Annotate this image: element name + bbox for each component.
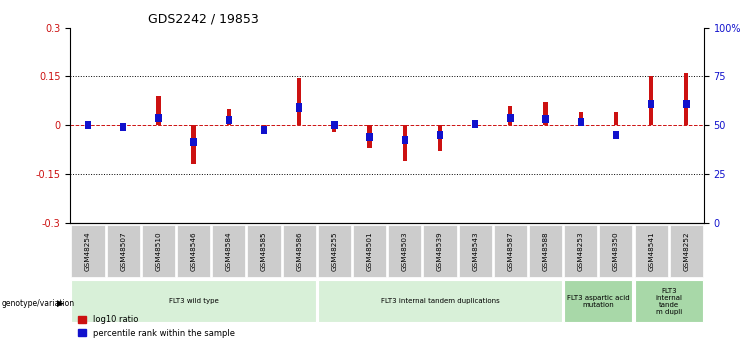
- Bar: [472, 120, 479, 128]
- Bar: [648, 100, 654, 108]
- Bar: [297, 78, 302, 125]
- FancyBboxPatch shape: [634, 225, 668, 277]
- Text: FLT3 aspartic acid
mutation: FLT3 aspartic acid mutation: [567, 295, 630, 307]
- Text: FLT3
internal
tande
m dupli: FLT3 internal tande m dupli: [655, 287, 682, 315]
- Text: GSM48254: GSM48254: [85, 231, 91, 271]
- Text: GSM48350: GSM48350: [613, 231, 619, 271]
- Text: GSM48586: GSM48586: [296, 231, 302, 271]
- Bar: [368, 125, 372, 148]
- Text: ▶: ▶: [57, 299, 64, 308]
- Bar: [579, 112, 583, 125]
- Text: GSM48252: GSM48252: [683, 231, 689, 271]
- Bar: [332, 125, 336, 131]
- Bar: [507, 114, 514, 122]
- Text: GSM48585: GSM48585: [261, 231, 267, 271]
- Bar: [649, 76, 654, 125]
- Bar: [191, 125, 196, 164]
- FancyBboxPatch shape: [177, 225, 210, 277]
- Bar: [86, 122, 90, 125]
- Bar: [614, 112, 618, 125]
- FancyBboxPatch shape: [142, 225, 175, 277]
- Bar: [120, 123, 127, 131]
- FancyBboxPatch shape: [71, 280, 316, 322]
- Bar: [84, 121, 91, 129]
- FancyBboxPatch shape: [247, 225, 281, 277]
- Bar: [683, 100, 690, 108]
- Text: GSM48541: GSM48541: [648, 231, 654, 271]
- Bar: [402, 136, 408, 144]
- Bar: [156, 96, 161, 125]
- Text: GSM48587: GSM48587: [508, 231, 514, 271]
- Legend: log10 ratio, percentile rank within the sample: log10 ratio, percentile rank within the …: [75, 312, 238, 341]
- Text: GSM48584: GSM48584: [226, 231, 232, 271]
- Text: GSM48539: GSM48539: [437, 231, 443, 271]
- Text: GSM48501: GSM48501: [367, 231, 373, 271]
- FancyBboxPatch shape: [282, 225, 316, 277]
- Bar: [331, 121, 338, 129]
- Bar: [227, 109, 231, 125]
- Bar: [438, 125, 442, 151]
- FancyBboxPatch shape: [459, 225, 492, 277]
- Text: GSM48588: GSM48588: [542, 231, 548, 271]
- Text: GSM48503: GSM48503: [402, 231, 408, 271]
- FancyBboxPatch shape: [529, 225, 562, 277]
- Bar: [684, 73, 688, 125]
- FancyBboxPatch shape: [564, 225, 597, 277]
- FancyBboxPatch shape: [564, 280, 633, 322]
- FancyBboxPatch shape: [494, 225, 527, 277]
- Bar: [436, 131, 443, 139]
- FancyBboxPatch shape: [71, 225, 104, 277]
- FancyBboxPatch shape: [423, 225, 456, 277]
- Bar: [121, 125, 125, 128]
- Text: GSM48543: GSM48543: [472, 231, 478, 271]
- Text: genotype/variation: genotype/variation: [1, 299, 75, 308]
- Bar: [402, 125, 407, 161]
- FancyBboxPatch shape: [599, 225, 633, 277]
- FancyBboxPatch shape: [388, 225, 422, 277]
- Bar: [543, 102, 548, 125]
- Bar: [508, 106, 513, 125]
- FancyBboxPatch shape: [634, 280, 703, 322]
- Text: GSM48255: GSM48255: [331, 231, 337, 271]
- FancyBboxPatch shape: [212, 225, 245, 277]
- Text: GSM48507: GSM48507: [120, 231, 126, 271]
- Text: GDS2242 / 19853: GDS2242 / 19853: [148, 12, 259, 25]
- Text: GSM48546: GSM48546: [190, 231, 196, 271]
- Bar: [261, 126, 268, 134]
- FancyBboxPatch shape: [670, 225, 703, 277]
- Bar: [296, 104, 302, 111]
- FancyBboxPatch shape: [107, 225, 140, 277]
- Bar: [542, 115, 549, 123]
- Bar: [613, 131, 619, 139]
- Bar: [155, 114, 162, 122]
- Text: GSM48253: GSM48253: [578, 231, 584, 271]
- Bar: [577, 118, 584, 126]
- Bar: [366, 133, 373, 141]
- FancyBboxPatch shape: [318, 225, 351, 277]
- Text: FLT3 wild type: FLT3 wild type: [169, 298, 219, 304]
- FancyBboxPatch shape: [318, 280, 562, 322]
- FancyBboxPatch shape: [353, 225, 386, 277]
- Bar: [190, 138, 197, 146]
- Text: GSM48510: GSM48510: [156, 231, 162, 271]
- Bar: [473, 124, 477, 125]
- Bar: [262, 125, 266, 131]
- Bar: [225, 116, 232, 124]
- Text: FLT3 internal tandem duplications: FLT3 internal tandem duplications: [381, 298, 499, 304]
